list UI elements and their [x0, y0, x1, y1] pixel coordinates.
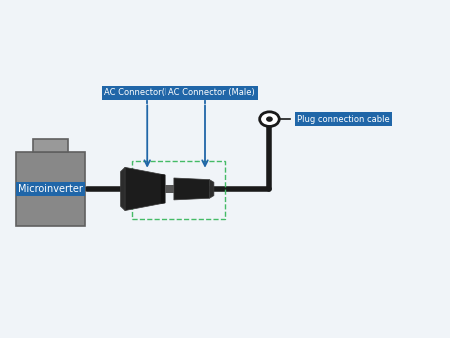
Text: Plug connection cable: Plug connection cable — [297, 115, 390, 124]
Polygon shape — [121, 167, 125, 211]
FancyBboxPatch shape — [33, 139, 68, 152]
Text: Microinverter: Microinverter — [18, 184, 83, 194]
Polygon shape — [174, 178, 209, 200]
FancyBboxPatch shape — [165, 185, 174, 193]
Polygon shape — [209, 179, 214, 198]
Polygon shape — [161, 175, 165, 203]
Polygon shape — [125, 167, 165, 211]
Text: AC Connector(Female): AC Connector(Female) — [104, 88, 199, 97]
Circle shape — [260, 112, 279, 126]
FancyBboxPatch shape — [16, 152, 85, 225]
Text: AC Connector (Male): AC Connector (Male) — [168, 88, 255, 97]
Circle shape — [267, 117, 272, 121]
Bar — [132, 161, 225, 219]
